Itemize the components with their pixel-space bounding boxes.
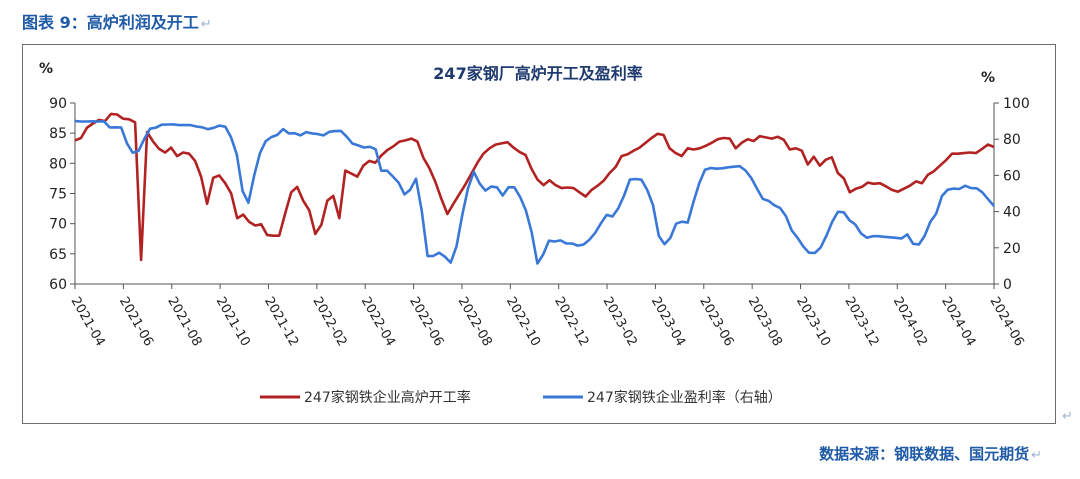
- right-axis-tick-label: 80: [1003, 132, 1021, 148]
- left-axis-tick-label: 90: [49, 96, 67, 112]
- left-axis-tick-label: 65: [49, 247, 67, 263]
- x-axis-tick-label: 2023-12: [841, 295, 881, 350]
- left-axis-tick-label: 70: [49, 217, 67, 233]
- x-axis-tick-label: 2021-10: [213, 295, 253, 350]
- chart-svg: 247家钢厂高炉开工及盈利率 % % 606570758085900204060…: [39, 61, 1030, 406]
- series-line-1: [74, 112, 995, 262]
- x-axis-tick-label: 2022-10: [503, 295, 543, 350]
- right-axis-tick-label: 40: [1003, 205, 1021, 221]
- right-axis-tick-label: 20: [1003, 241, 1021, 257]
- return-mark-icon: ↵: [1031, 448, 1042, 463]
- legend-label-1: 247家钢铁企业高炉开工率: [304, 389, 471, 406]
- x-axis-tick-label: 2022-12: [551, 295, 591, 350]
- left-axis-tick-label: 85: [49, 126, 67, 142]
- axes-group: 60 65 70 75 80 85 90 0 20 40 60 80 100 2021-04 2021-06…: [49, 96, 1030, 349]
- data-source-text: 数据来源：钢联数据、国元期货: [819, 445, 1030, 463]
- x-axis-tick-label: 2022-06: [406, 295, 446, 350]
- x-axis-tick-label: 2023-02: [600, 295, 640, 350]
- x-axis-tick-label: 2023-10: [793, 295, 833, 350]
- right-axis-tick-label: 100: [1003, 96, 1030, 112]
- right-axis-tick-label: 0: [1003, 277, 1012, 293]
- chart-frame: 247家钢厂高炉开工及盈利率 % % 60 65 70 75 80 85 90 0 20 40 60…: [22, 44, 1056, 424]
- return-mark-icon: ↵: [1062, 409, 1073, 424]
- x-axis-tick-label: 2021-04: [68, 295, 108, 350]
- data-source: 数据来源：钢联数据、国元期货 ↵: [819, 443, 1042, 464]
- x-axis-tick-label: 2023-08: [745, 295, 785, 350]
- x-axis-tick-label: 2022-02: [309, 295, 349, 350]
- return-mark-icon: ↵: [200, 17, 212, 32]
- figure-caption-text: 图表 9：高炉利润及开工: [22, 13, 199, 32]
- figure-caption: 图表 9：高炉利润及开工 ↵: [22, 9, 212, 33]
- left-axis-tick-label: 60: [49, 277, 67, 293]
- series-lines: [74, 112, 995, 265]
- chart-title: 247家钢厂高炉开工及盈利率: [433, 64, 642, 83]
- chart-legend: 247家钢铁企业高炉开工率 247家钢铁企业盈利率（右轴）: [260, 389, 782, 406]
- x-axis-tick-label: 2023-06: [696, 295, 736, 350]
- x-axis-tick-label: 2021-12: [261, 295, 301, 350]
- series-line-2: [74, 119, 995, 265]
- legend-label-2: 247家钢铁企业盈利率（右轴）: [587, 389, 782, 406]
- x-axis-tick-label: 2021-06: [116, 295, 156, 350]
- x-axis-tick-label: 2022-04: [358, 295, 398, 350]
- left-axis-tick-label: 80: [49, 156, 67, 172]
- x-axis-tick-label: 2024-04: [938, 295, 978, 350]
- right-axis-unit: %: [981, 70, 995, 86]
- right-axis-tick-label: 60: [1003, 168, 1021, 184]
- left-axis-tick-label: 75: [49, 187, 67, 203]
- x-axis-tick-label: 2024-06: [987, 295, 1027, 350]
- x-axis-tick-label: 2023-04: [648, 295, 688, 350]
- left-axis-unit: %: [39, 61, 53, 77]
- x-axis-tick-label: 2022-08: [454, 295, 494, 350]
- x-axis-tick-label: 2024-02: [890, 295, 930, 350]
- x-axis-tick-label: 2021-08: [164, 295, 204, 350]
